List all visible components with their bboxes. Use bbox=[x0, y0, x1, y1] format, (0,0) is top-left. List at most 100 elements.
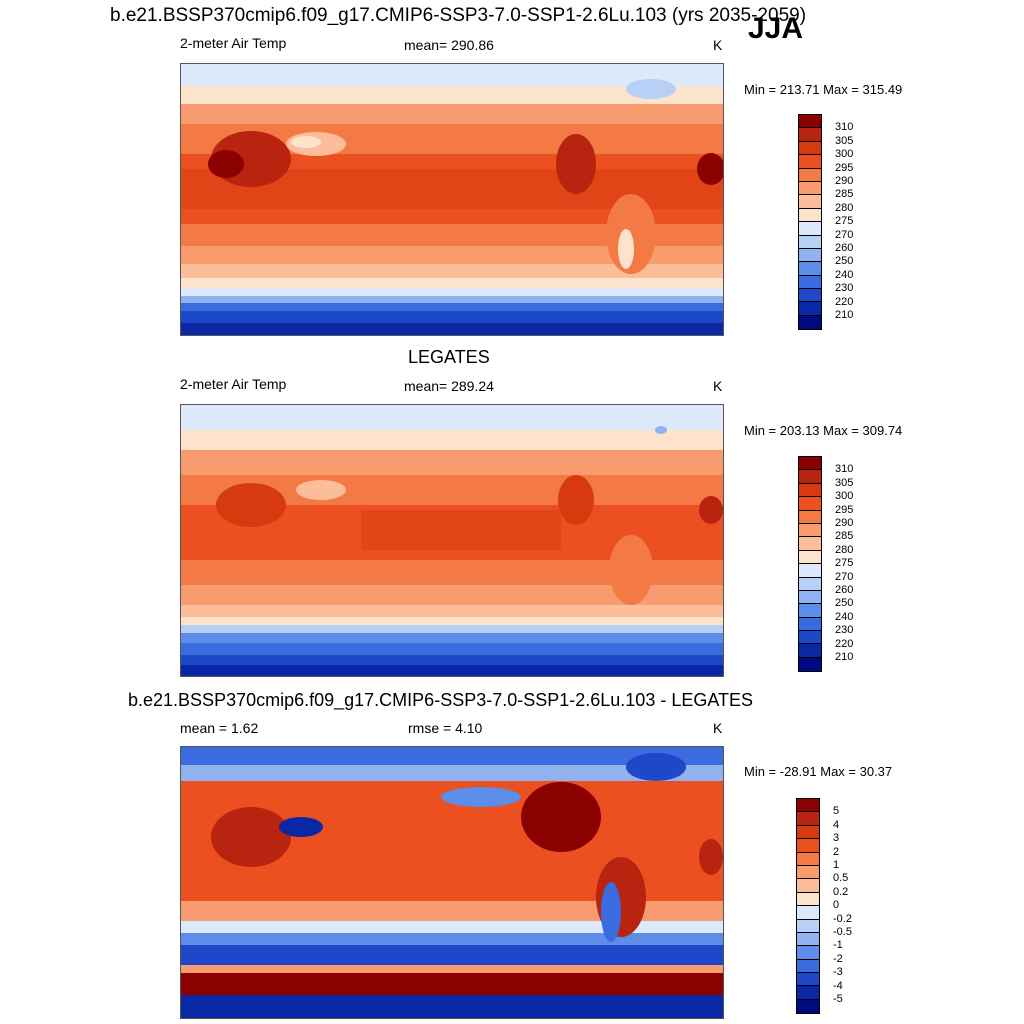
colorbar-tick-label: -4 bbox=[833, 979, 843, 992]
panel3-rmse-label: rmse = 4.10 bbox=[408, 720, 483, 736]
colorbar-segment bbox=[799, 483, 821, 498]
colorbar-tick-label: 220 bbox=[835, 637, 854, 650]
colorbar-tick-label: 2 bbox=[833, 845, 840, 858]
colorbar-tick-label: 4 bbox=[833, 818, 840, 831]
colorbar-segment bbox=[797, 986, 819, 1000]
colorbar-tick-label: 270 bbox=[835, 570, 854, 583]
colorbar-segment bbox=[799, 523, 821, 538]
panel3-map bbox=[180, 746, 724, 1019]
colorbar-segment bbox=[797, 932, 819, 947]
panel3-colorbar bbox=[796, 798, 820, 1015]
colorbar-segment bbox=[799, 302, 821, 316]
panel2-units-label: K bbox=[713, 378, 723, 394]
colorbar-segment bbox=[797, 892, 819, 907]
colorbar-segment bbox=[797, 799, 819, 813]
panel1-minmax: Min = 213.71 Max = 315.49 bbox=[744, 82, 903, 97]
colorbar-segment bbox=[799, 564, 821, 578]
season-label: JJA bbox=[748, 12, 804, 45]
colorbar-segment bbox=[799, 457, 821, 471]
colorbar-segment bbox=[799, 181, 821, 196]
colorbar-tick-label: 290 bbox=[835, 175, 854, 187]
panel1-map bbox=[180, 63, 724, 336]
colorbar-segment bbox=[799, 604, 821, 618]
colorbar-segment bbox=[799, 248, 821, 263]
colorbar-segment bbox=[799, 315, 821, 330]
panel1-units-label: K bbox=[713, 37, 723, 53]
colorbar-segment bbox=[799, 262, 821, 276]
colorbar-segment bbox=[799, 222, 821, 236]
colorbar-tick-label: 210 bbox=[835, 651, 854, 663]
colorbar-segment bbox=[799, 537, 821, 551]
colorbar-segment bbox=[799, 141, 821, 156]
colorbar-tick-label: -1 bbox=[833, 939, 843, 952]
colorbar-segment bbox=[799, 657, 821, 672]
colorbar-tick-label: 305 bbox=[835, 134, 854, 147]
colorbar-segment bbox=[799, 155, 821, 169]
colorbar-tick-label: 3 bbox=[833, 832, 840, 845]
colorbar-tick-label: 260 bbox=[835, 242, 854, 254]
colorbar-tick-label: 300 bbox=[835, 148, 854, 161]
colorbar-segment bbox=[797, 852, 819, 866]
colorbar-tick-label: -5 bbox=[833, 993, 843, 1005]
colorbar-tick-label: -2 bbox=[833, 952, 843, 965]
colorbar-segment bbox=[797, 865, 819, 880]
panel2-variable-label: 2-meter Air Temp bbox=[180, 376, 287, 392]
colorbar-tick-label: 300 bbox=[835, 490, 854, 503]
panel1-colorbar bbox=[798, 114, 822, 331]
panel2-map bbox=[180, 404, 724, 677]
colorbar-segment bbox=[799, 497, 821, 511]
colorbar-segment bbox=[799, 289, 821, 303]
colorbar-segment bbox=[799, 631, 821, 645]
colorbar-segment bbox=[799, 510, 821, 524]
colorbar-tick-label: 240 bbox=[835, 610, 854, 623]
colorbar-segment bbox=[797, 973, 819, 987]
colorbar-tick-label: 0.5 bbox=[833, 872, 849, 885]
colorbar-tick-label: 285 bbox=[835, 530, 854, 543]
colorbar-segment bbox=[799, 128, 821, 142]
colorbar-segment bbox=[797, 906, 819, 920]
colorbar-segment bbox=[797, 959, 819, 974]
colorbar-segment bbox=[797, 999, 819, 1014]
colorbar-tick-label: 295 bbox=[835, 161, 854, 174]
colorbar-segment bbox=[799, 168, 821, 182]
colorbar-tick-label: 230 bbox=[835, 282, 854, 295]
colorbar-tick-label: 275 bbox=[835, 215, 854, 228]
colorbar-segment bbox=[799, 208, 821, 223]
colorbar-tick-label: 280 bbox=[835, 543, 854, 556]
colorbar-tick-label: 295 bbox=[835, 503, 854, 516]
colorbar-segment bbox=[799, 195, 821, 209]
colorbar-segment bbox=[799, 577, 821, 591]
colorbar-tick-label: 275 bbox=[835, 557, 854, 570]
panel1-title: b.e21.BSSP370cmip6.f09_g17.CMIP6-SSP3-7.… bbox=[110, 5, 807, 26]
colorbar-tick-label: 210 bbox=[835, 309, 854, 321]
panel2-title: LEGATES bbox=[408, 347, 490, 367]
colorbar-segment bbox=[799, 617, 821, 632]
colorbar-segment bbox=[797, 946, 819, 960]
colorbar-segment bbox=[799, 550, 821, 565]
colorbar-segment bbox=[799, 235, 821, 249]
panel2-colorbar bbox=[798, 456, 822, 673]
colorbar-segment bbox=[799, 590, 821, 605]
colorbar-tick-label: 230 bbox=[835, 624, 854, 637]
colorbar-segment bbox=[799, 275, 821, 290]
colorbar-tick-label: 290 bbox=[835, 517, 854, 529]
colorbar-tick-label: 305 bbox=[835, 476, 854, 489]
panel3-units-label: K bbox=[713, 720, 723, 736]
colorbar-segment bbox=[797, 812, 819, 826]
colorbar-tick-label: 250 bbox=[835, 255, 854, 268]
colorbar-tick-label: 310 bbox=[835, 463, 854, 476]
colorbar-segment bbox=[799, 115, 821, 129]
colorbar-tick-label: 0.2 bbox=[833, 885, 849, 898]
colorbar-tick-label: 285 bbox=[835, 188, 854, 201]
panel3-minmax: Min = -28.91 Max = 30.37 bbox=[744, 764, 893, 779]
colorbar-tick-label: 0 bbox=[833, 899, 840, 912]
panel3-title: b.e21.BSSP370cmip6.f09_g17.CMIP6-SSP3-7.… bbox=[128, 690, 754, 710]
colorbar-segment bbox=[797, 825, 819, 840]
colorbar-tick-label: 280 bbox=[835, 201, 854, 214]
colorbar-segment bbox=[799, 470, 821, 484]
colorbar-segment bbox=[799, 644, 821, 658]
colorbar-tick-label: 310 bbox=[835, 121, 854, 134]
colorbar-tick-label: 240 bbox=[835, 268, 854, 281]
colorbar-segment bbox=[797, 839, 819, 853]
colorbar-tick-label: 250 bbox=[835, 597, 854, 610]
